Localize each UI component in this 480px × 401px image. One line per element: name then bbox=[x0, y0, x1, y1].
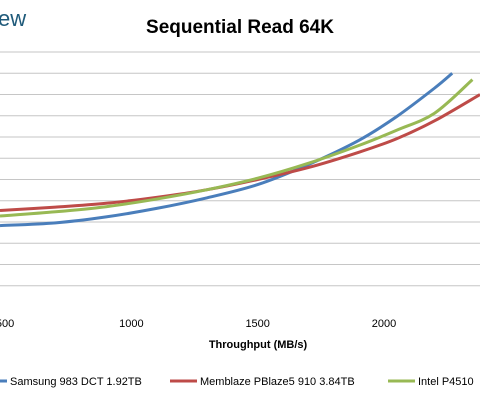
legend-label-0: Samsung 983 DCT 1.92TB bbox=[10, 376, 142, 388]
brand-logo-fragment: ew bbox=[0, 6, 27, 31]
x-tick-label: 500 bbox=[0, 318, 14, 330]
legend-label-1: Memblaze PBlaze5 910 3.84TB bbox=[200, 376, 355, 388]
x-tick-labels: 500 1000 1500 2000 bbox=[0, 318, 396, 330]
chart-title: Sequential Read 64K bbox=[146, 17, 334, 38]
legend: Samsung 983 DCT 1.92TB Memblaze PBlaze5 9… bbox=[0, 376, 474, 388]
series-line-1 bbox=[0, 93, 480, 213]
series-lines bbox=[0, 72, 480, 228]
x-tick-label: 1000 bbox=[119, 318, 143, 330]
series-line-0 bbox=[0, 72, 454, 228]
x-tick-label: 2000 bbox=[372, 318, 396, 330]
legend-label-2: Intel P4510 bbox=[418, 376, 474, 388]
series-line-2 bbox=[0, 78, 474, 218]
x-axis-label: Throughput (MB/s) bbox=[209, 339, 308, 351]
x-tick-label: 1500 bbox=[245, 318, 269, 330]
gridlines bbox=[0, 51, 480, 287]
